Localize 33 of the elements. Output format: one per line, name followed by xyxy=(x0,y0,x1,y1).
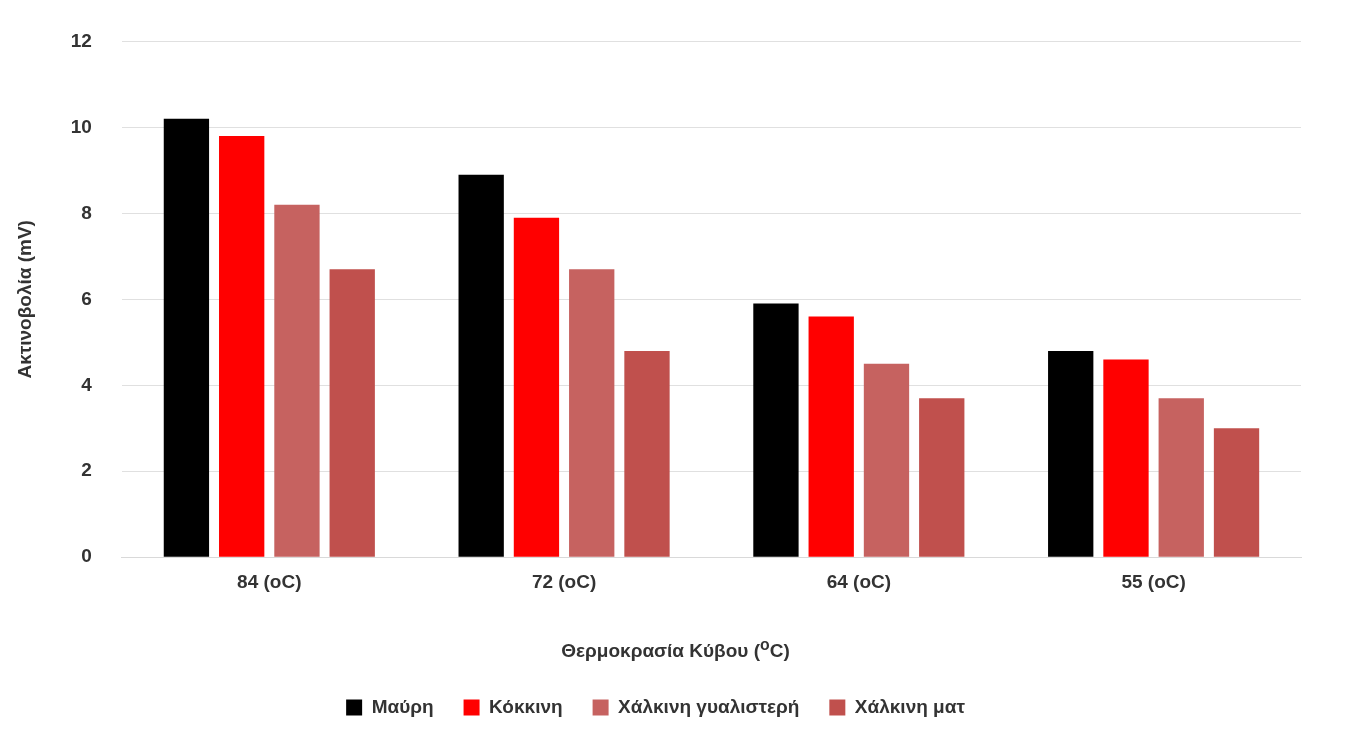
bar xyxy=(1158,398,1204,557)
y-axis-title: Ακτινοβολία (mV) xyxy=(13,220,35,379)
y-tick-label: 12 xyxy=(70,29,92,51)
x-tick-label: 55 (oC) xyxy=(1121,570,1186,592)
y-tick-label: 10 xyxy=(70,115,92,137)
x-axis-title: Θερμοκρασία Κύβου ($^{o}$C) xyxy=(560,636,791,663)
y-tick-label: 8 xyxy=(81,201,92,223)
legend-label: Κόκκινη xyxy=(489,695,563,717)
bar xyxy=(919,398,965,557)
y-tick-label: 0 xyxy=(81,545,92,567)
bar xyxy=(513,217,560,557)
bar xyxy=(329,269,375,557)
legend-label: Χάλκινη γυαλιστερή xyxy=(618,695,800,717)
bar xyxy=(1048,350,1094,557)
y-tick-label: 6 xyxy=(81,287,92,309)
bar xyxy=(808,316,854,557)
x-tick-label: 64 (oC) xyxy=(826,570,892,592)
y-tick-label: 4 xyxy=(81,373,93,395)
bar xyxy=(753,303,799,557)
legend-label: Μαύρη xyxy=(371,695,434,717)
bar xyxy=(569,269,615,557)
bar xyxy=(274,204,320,557)
bar xyxy=(1213,428,1260,557)
legend-label: Χάλκινη ματ xyxy=(854,695,966,717)
bar xyxy=(863,363,910,557)
x-tick-label: 72 (oC) xyxy=(531,570,597,592)
bar xyxy=(624,350,670,557)
bar xyxy=(219,135,265,557)
bar xyxy=(163,118,210,557)
bar xyxy=(1103,359,1149,557)
x-tick-label: 84 (oC) xyxy=(237,570,302,592)
bar xyxy=(458,174,504,557)
y-tick-label: 2 xyxy=(81,459,92,481)
